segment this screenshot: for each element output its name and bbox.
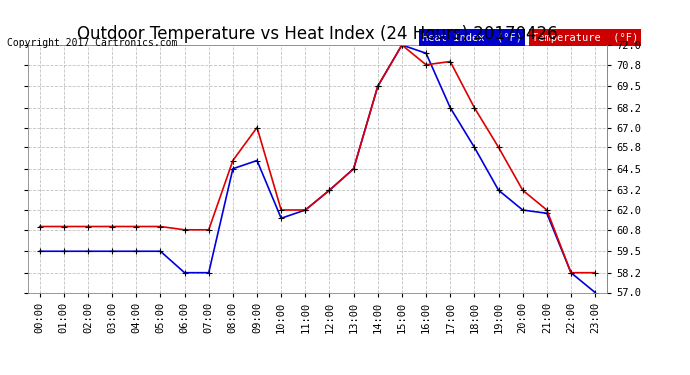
Text: Copyright 2017 Cartronics.com: Copyright 2017 Cartronics.com <box>7 38 177 48</box>
Title: Outdoor Temperature vs Heat Index (24 Hours) 20170426: Outdoor Temperature vs Heat Index (24 Ho… <box>77 26 558 44</box>
Text: Temperature  (°F): Temperature (°F) <box>532 33 638 42</box>
Text: Heat Index  (°F): Heat Index (°F) <box>422 33 522 42</box>
